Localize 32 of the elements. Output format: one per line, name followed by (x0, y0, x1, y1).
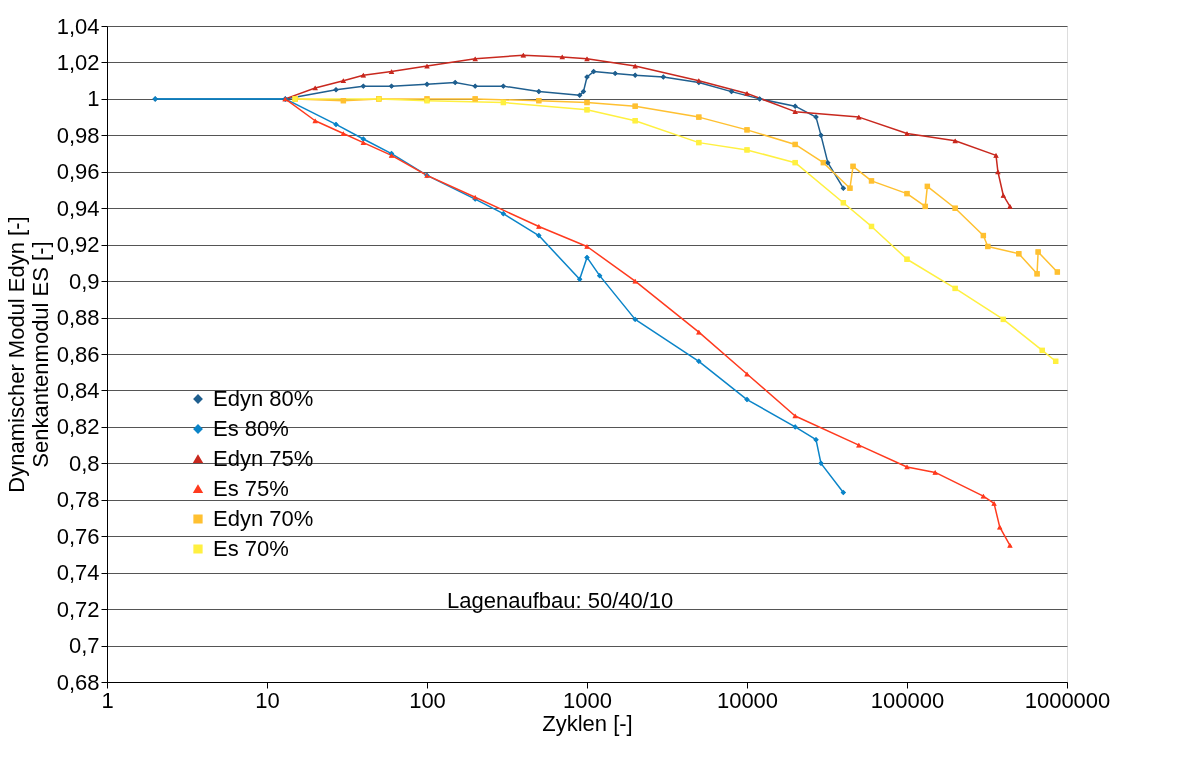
y-tick-label: 1 (87, 86, 100, 112)
legend-label: Es 70% (213, 536, 289, 561)
legend-label: Edyn 80% (213, 386, 314, 411)
y-tick-label: 0,68 (56, 669, 100, 695)
y-tick-label: 0,9 (68, 268, 100, 294)
y-tick-label: 0,78 (56, 487, 100, 513)
y-tick-label: 0,74 (56, 560, 100, 586)
y-tick-label: 0,7 (68, 633, 100, 659)
x-tick-label: 10000 (716, 687, 779, 713)
y-axis-title: Dynamischer Modul Edyn [-] Senkantenmodul ES [-] (3, 216, 53, 493)
y-tick-label: 0,72 (56, 596, 100, 622)
x-tick-label: 10 (255, 687, 280, 713)
legend-label: Es 75% (213, 476, 289, 501)
y-tick-label: 0,98 (56, 122, 100, 148)
y-tick-label: 0,86 (56, 341, 100, 367)
y-tick-label: 0,96 (56, 159, 100, 185)
x-tick-label: 1000 (563, 687, 612, 713)
y-tick-label: 0,76 (56, 523, 100, 549)
x-axis-title: Zyklen [-] (542, 710, 633, 736)
y-tick-label: 0,94 (56, 195, 100, 221)
annotation: Lagenaufbau: 50/40/10 (447, 588, 674, 613)
y-tick-label: 0,92 (56, 232, 100, 258)
y-tick-label: 0,8 (68, 450, 100, 476)
x-tick-label: 1000000 (1024, 687, 1111, 713)
x-tick-label: 100000 (870, 687, 945, 713)
y-tick-label: 0,84 (56, 377, 100, 403)
y-tick-label: 1,04 (56, 13, 100, 39)
y-tick-label: 0,82 (56, 414, 100, 440)
y-tick-label: 1,02 (56, 49, 100, 75)
y-tick-label: 0,88 (56, 305, 100, 331)
x-tick-label: 100 (409, 687, 446, 713)
legend-label: Edyn 70% (213, 506, 314, 531)
